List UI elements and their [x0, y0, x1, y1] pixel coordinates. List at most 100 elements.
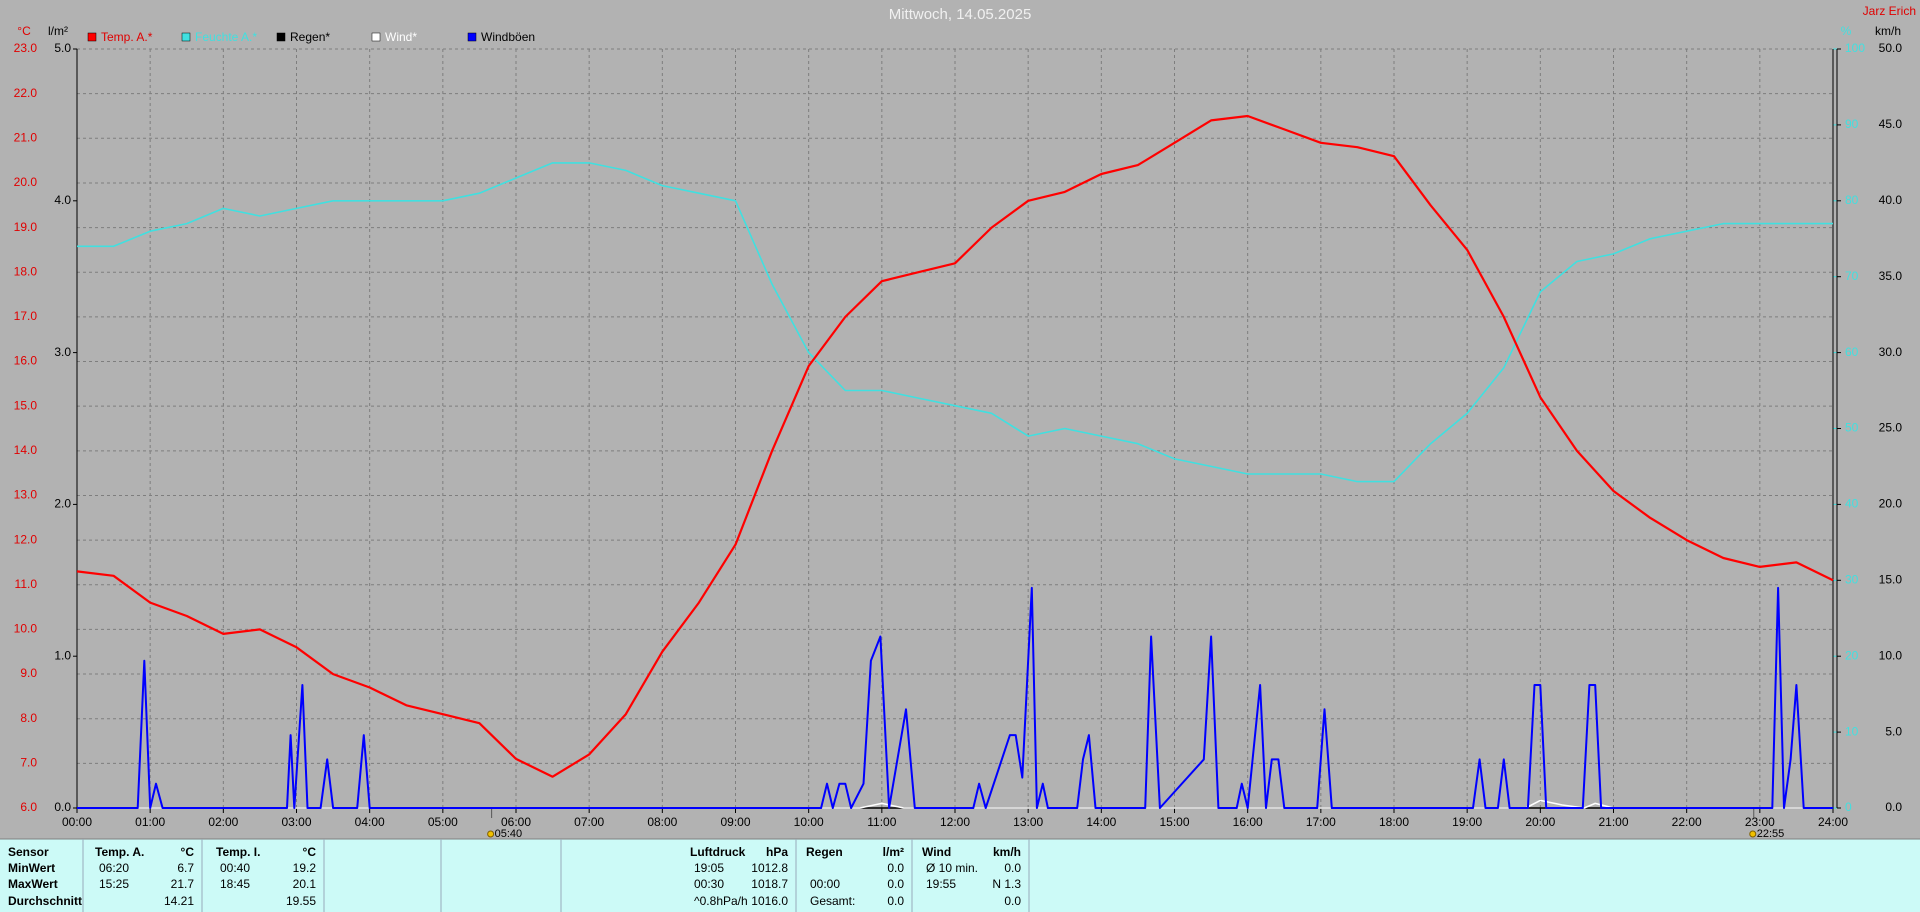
y-tick-label: 10.0 — [14, 622, 38, 636]
x-tick-label: 18:00 — [1379, 815, 1409, 829]
legend-label: Windböen — [481, 30, 535, 44]
author: Jarz Erich — [1863, 4, 1916, 18]
legend-swatch — [87, 32, 97, 42]
cell-label: 19:05 — [694, 861, 724, 875]
y-tick-label: 18.0 — [14, 264, 38, 278]
y3-axis-unit: % — [1841, 24, 1852, 38]
y3-tick-label: 90 — [1845, 117, 1859, 131]
y-tick-label: 16.0 — [14, 354, 38, 368]
y-tick-label: 15.0 — [14, 398, 38, 412]
y-tick-label: 22.0 — [14, 86, 38, 100]
x-tick-label: 19:00 — [1452, 815, 1482, 829]
x-tick-label: 08:00 — [647, 815, 677, 829]
y4-tick-label: 35.0 — [1879, 269, 1903, 283]
cell-value: 21.7 — [171, 877, 195, 891]
y4-tick-label: 40.0 — [1879, 193, 1903, 207]
row-label: MinWert — [8, 861, 55, 875]
cell-label: 18:45 — [220, 877, 250, 891]
x-tick-label: 15:00 — [1159, 815, 1189, 829]
row-label: Durchschnitt — [8, 894, 82, 908]
panel-unit: °C — [181, 845, 195, 859]
y4-tick-label: 30.0 — [1879, 345, 1903, 359]
y2-tick-label: 2.0 — [54, 497, 71, 511]
panel-unit: hPa — [766, 845, 788, 859]
cell-value: 0.0 — [1004, 894, 1021, 908]
y-tick-label: 12.0 — [14, 532, 38, 546]
y2-axis-unit: l/m² — [48, 24, 68, 38]
y-tick-label: 13.0 — [14, 488, 38, 502]
legend-label: Temp. A.* — [101, 30, 153, 44]
y-tick-label: 14.0 — [14, 443, 38, 457]
x-tick-label: 05:00 — [428, 815, 458, 829]
annotation-label: 05:40 — [495, 828, 523, 840]
cell-label: 19:55 — [926, 877, 956, 891]
cell-value: 1016.0 — [751, 894, 788, 908]
x-tick-label: 01:00 — [135, 815, 165, 829]
y4-axis-unit: km/h — [1875, 24, 1901, 38]
y2-tick-label: 0.0 — [54, 800, 71, 814]
x-tick-label: 11:00 — [867, 815, 896, 829]
series-line — [77, 162, 1833, 483]
x-tick-label: 02:00 — [208, 815, 238, 829]
y-tick-label: 20.0 — [14, 175, 38, 189]
cell-value: 20.1 — [293, 877, 317, 891]
y4-tick-label: 50.0 — [1879, 41, 1903, 55]
x-tick-label: 12:00 — [940, 815, 970, 829]
cell-value: 0.0 — [887, 861, 904, 875]
legend-swatch — [181, 32, 191, 42]
y-tick-label: 17.0 — [14, 309, 38, 323]
y4-tick-label: 5.0 — [1885, 724, 1902, 738]
legend-swatch — [371, 32, 381, 42]
cell-value: 1012.8 — [751, 861, 788, 875]
x-tick-label: 10:00 — [794, 815, 824, 829]
x-tick-label: 16:00 — [1233, 815, 1263, 829]
sun-icon — [1749, 830, 1757, 838]
cell-value: 0.0 — [887, 894, 904, 908]
y3-tick-label: 10 — [1845, 724, 1859, 738]
cell-value: 0.0 — [887, 877, 904, 891]
stats-panel — [0, 839, 1920, 912]
panel-title: Temp. I. — [216, 845, 260, 859]
x-tick-label: 22:00 — [1672, 815, 1702, 829]
cell-value: 0.0 — [1004, 861, 1021, 875]
x-tick-label: 09:00 — [720, 815, 750, 829]
y3-tick-label: 60 — [1845, 345, 1859, 359]
x-tick-label: 07:00 — [574, 815, 604, 829]
cell-label: 15:25 — [99, 877, 129, 891]
sun-icon — [487, 830, 495, 838]
y4-tick-label: 0.0 — [1885, 800, 1902, 814]
cell-label: Gesamt: — [810, 894, 855, 908]
y2-tick-label: 4.0 — [54, 193, 71, 207]
y-tick-label: 6.0 — [20, 800, 37, 814]
x-tick-label: 20:00 — [1525, 815, 1555, 829]
y2-tick-label: 5.0 — [54, 41, 71, 55]
row-label: MaxWert — [8, 877, 58, 891]
y4-tick-label: 25.0 — [1879, 421, 1903, 435]
y3-tick-label: 100 — [1845, 41, 1865, 55]
y-tick-label: 7.0 — [20, 756, 37, 770]
y3-tick-label: 0 — [1845, 800, 1852, 814]
cell-label: 00:40 — [220, 861, 250, 875]
row-label: Sensor — [8, 845, 49, 859]
cell-label: ^0.8hPa/h — [694, 894, 748, 908]
cell-value: 6.7 — [177, 861, 194, 875]
y-tick-label: 23.0 — [14, 41, 38, 55]
y-tick-label: 8.0 — [20, 711, 37, 725]
x-tick-label: 06:00 — [501, 815, 531, 829]
panel-title: Regen — [806, 845, 843, 859]
cell-value: 19.55 — [286, 894, 316, 908]
y2-tick-label: 3.0 — [54, 345, 71, 359]
panel-title: Luftdruck — [690, 845, 746, 859]
panel-unit: km/h — [993, 845, 1021, 859]
chart-title: Mittwoch, 14.05.2025 — [889, 6, 1032, 23]
y3-tick-label: 80 — [1845, 193, 1859, 207]
y3-tick-label: 50 — [1845, 421, 1859, 435]
cell-value: N 1.3 — [992, 877, 1021, 891]
cell-label: 00:00 — [810, 877, 840, 891]
x-tick-label: 21:00 — [1598, 815, 1628, 829]
y-tick-label: 19.0 — [14, 220, 38, 234]
legend-swatch — [276, 32, 286, 42]
